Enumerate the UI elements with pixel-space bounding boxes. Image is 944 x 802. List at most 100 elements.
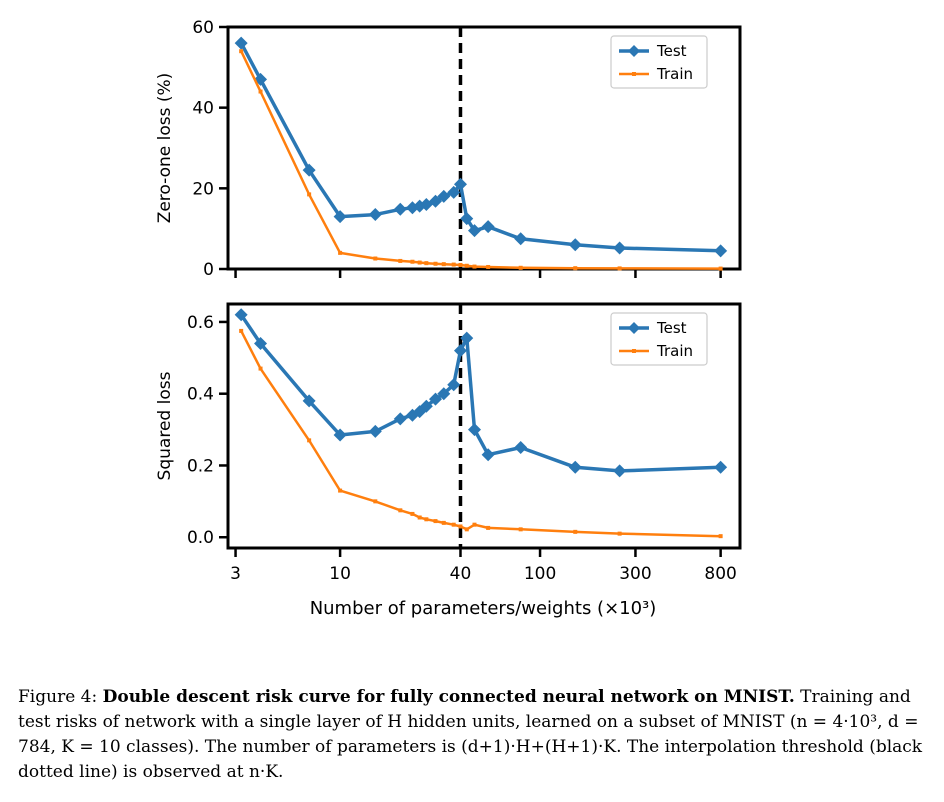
test-point [447, 378, 461, 392]
y-tick-label: 60 [192, 18, 214, 38]
train-point [258, 366, 263, 371]
train-point [518, 265, 523, 270]
zero-one-loss-panel: 0 20 40 60 Zero-one loss (%) Test Train [155, 18, 742, 280]
legend-label: Train [656, 65, 693, 83]
legend-label: Test [656, 319, 687, 337]
legend-marker [628, 322, 640, 334]
train-series-line [240, 50, 721, 270]
train-point [338, 488, 343, 493]
train-point [338, 250, 343, 255]
y-tick-label: 20 [192, 179, 214, 199]
x-tick-label: 100 [524, 564, 556, 584]
test-point [447, 185, 461, 199]
test-point [393, 412, 407, 426]
test-point [467, 224, 481, 238]
test-point [333, 428, 347, 442]
train-point [441, 520, 446, 525]
test-point [467, 423, 481, 437]
caption-body: Training and test risks of network with … [18, 687, 923, 782]
train-point [472, 264, 477, 269]
train-point [617, 266, 622, 271]
test-point [234, 308, 248, 322]
legend-label: Test [656, 42, 687, 60]
plot-frame [226, 302, 742, 550]
train-point [458, 524, 463, 529]
legend-marker [632, 349, 636, 353]
train-point [410, 259, 415, 264]
train-point [718, 266, 723, 271]
train-point [398, 258, 403, 263]
test-point [568, 460, 582, 474]
train-point [433, 261, 438, 266]
train-point [486, 525, 491, 530]
train-point [424, 261, 429, 266]
train-point [410, 511, 415, 516]
train-point [417, 515, 422, 520]
train-point [451, 262, 456, 267]
y-axis-label: Zero-one loss (%) [155, 73, 175, 224]
train-point [373, 499, 378, 504]
train-point [451, 522, 456, 527]
x-tick-label: 10 [329, 564, 351, 584]
squared-loss-panel: 0.0 0.2 0.4 0.6 Squared loss Test Train [155, 302, 742, 557]
legend-marker [632, 72, 636, 76]
test-point [714, 244, 728, 258]
test-point [419, 399, 433, 413]
legend-marker [628, 45, 640, 57]
train-point [307, 438, 312, 443]
train-point [398, 508, 403, 513]
test-point [429, 194, 443, 208]
y-tick-label: 40 [192, 99, 214, 119]
train-point [573, 266, 578, 271]
train-point [424, 517, 429, 522]
test-point [613, 464, 627, 478]
train-point [417, 260, 422, 265]
train-point [239, 49, 244, 54]
train-point [373, 256, 378, 261]
train-point [718, 534, 723, 539]
figure-caption: Figure 4: Double descent risk curve for … [18, 685, 930, 785]
test-point [568, 238, 582, 252]
x-tick-label: 3 [230, 564, 241, 584]
x-tick-label: 800 [704, 564, 736, 584]
train-point [458, 262, 463, 267]
y-tick-label: 0.0 [187, 528, 214, 548]
y-tick-label: 0.2 [187, 456, 214, 476]
test-point [453, 177, 467, 191]
test-point [429, 392, 443, 406]
plot-frame [226, 25, 742, 271]
test-point [254, 336, 268, 350]
x-axis-label: Number of parameters/weights (×10³) [310, 598, 657, 619]
train-point [617, 531, 622, 536]
x-tick-label: 300 [619, 564, 651, 584]
train-point [441, 262, 446, 267]
y-tick-label: 0.6 [187, 313, 214, 333]
test-point [481, 448, 495, 462]
train-point [464, 263, 469, 268]
test-point [393, 202, 407, 216]
train-point [464, 527, 469, 532]
train-point [472, 522, 477, 527]
test-point [714, 460, 728, 474]
test-point [368, 424, 382, 438]
test-point [302, 394, 316, 408]
test-point [460, 212, 474, 226]
test-point [514, 232, 528, 246]
train-point [307, 192, 312, 197]
train-point [258, 89, 263, 94]
test-point [234, 36, 248, 50]
test-point [460, 331, 474, 345]
train-point [239, 328, 244, 333]
caption-label: Figure 4: [18, 687, 98, 707]
train-point [433, 519, 438, 524]
caption-title: Double descent risk curve for fully conn… [102, 687, 795, 707]
test-point [437, 189, 451, 203]
test-point [481, 220, 495, 234]
train-point [518, 527, 523, 532]
train-series-line [240, 330, 721, 538]
shared-x-axis: 3 10 40 100 300 800 [230, 564, 737, 584]
test-point [302, 163, 316, 177]
y-tick-label: 0 [203, 260, 214, 280]
legend-label: Train [656, 342, 693, 360]
test-point [437, 387, 451, 401]
